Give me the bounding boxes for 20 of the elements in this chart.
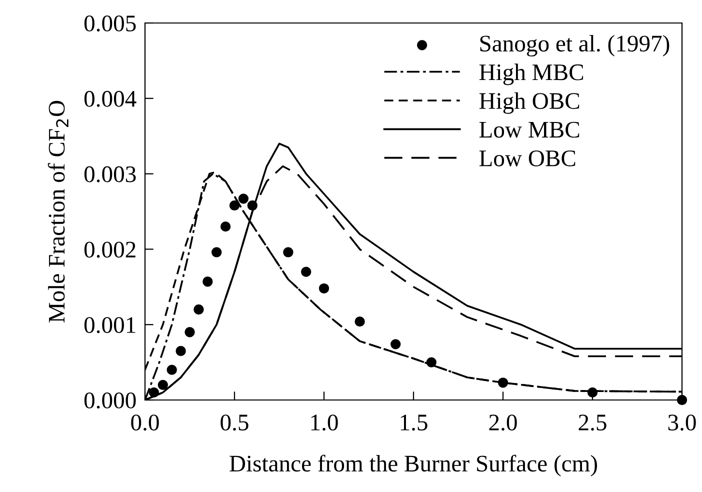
y-tick-label: 0.003 [84, 166, 136, 182]
legend-label: Sanogo et al. (1997) [480, 34, 670, 56]
y-tick-label: 0.005 [84, 15, 136, 32]
legend-label: Low OBC [479, 150, 576, 166]
y-tick-label: 0.000 [84, 392, 136, 409]
x-tick-label: 2.5 [578, 414, 606, 431]
legend-label: High OBC [479, 92, 580, 114]
legend-label: Low MBC [479, 122, 580, 138]
y-tick-label: 0.001 [84, 317, 136, 334]
x-tick-label: 0.5 [220, 414, 248, 431]
x-axis-title: Distance from the Burner Surface (cm) [230, 454, 598, 476]
x-tick-label: 1.5 [400, 414, 428, 431]
x-tick-label: 2.0 [489, 414, 517, 431]
x-tick-label: 0.0 [131, 414, 159, 431]
y-tick-label: 0.004 [84, 90, 136, 107]
x-tick-label: 1.0 [311, 414, 338, 431]
y-axis-title: Mole Fraction of CF$_{2}$O [48, 100, 68, 322]
y-tick-label: 0.002 [84, 242, 136, 258]
x-tick-label: 3.0 [668, 414, 696, 431]
legend-label: High MBC [479, 64, 584, 86]
